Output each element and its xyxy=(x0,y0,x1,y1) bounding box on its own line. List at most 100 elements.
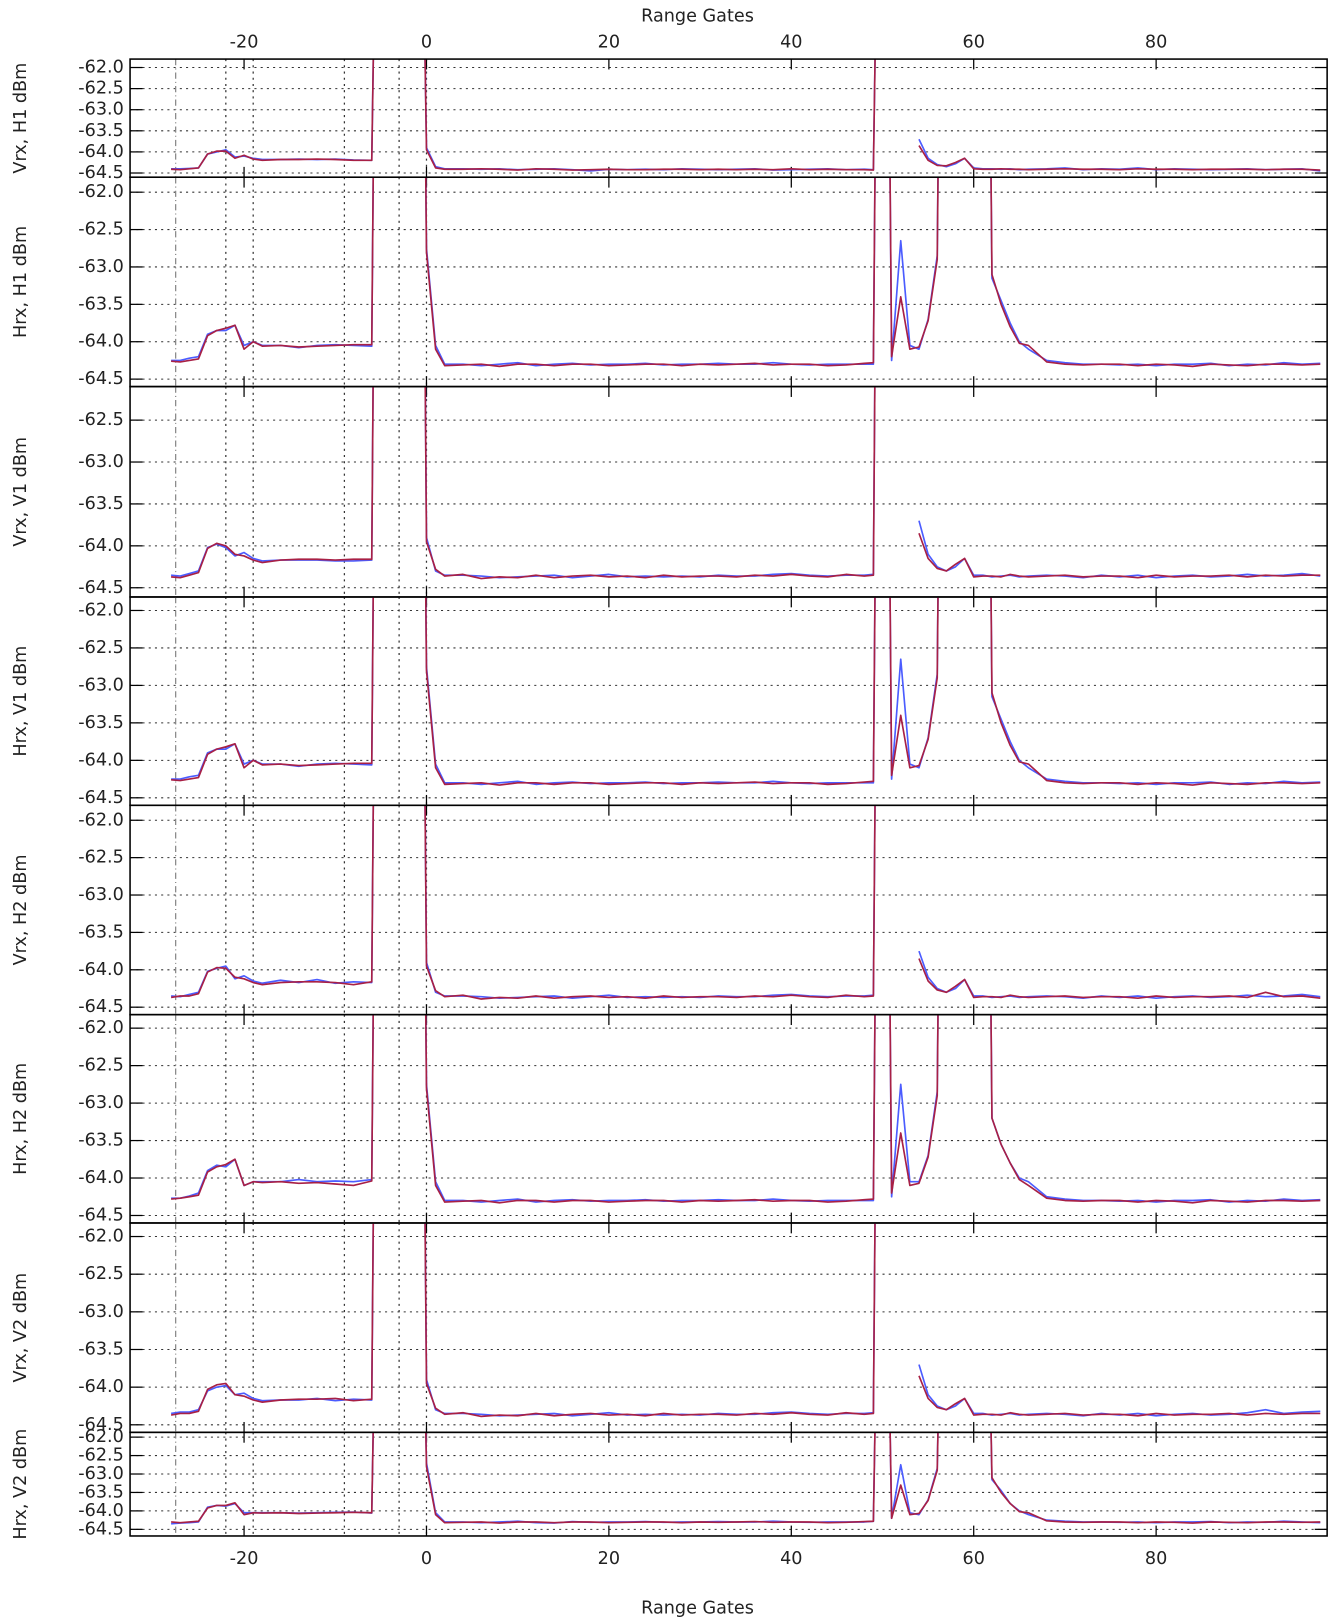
panel-frame xyxy=(129,1431,1328,1537)
plot-area xyxy=(171,386,1321,580)
plot-area xyxy=(170,1222,1321,1418)
series-line xyxy=(171,1014,1321,1204)
series-line xyxy=(171,1432,1321,1524)
y-tick-label: -62.5 xyxy=(78,848,124,868)
y-tick-label: -63.0 xyxy=(78,452,124,472)
y-tick-label: -62.5 xyxy=(78,410,124,430)
y-tick-label: -62.0 xyxy=(78,1427,124,1447)
series-line xyxy=(171,805,1321,1000)
y-tick-label: -62.5 xyxy=(78,1446,124,1466)
x-tick-label: 60 xyxy=(962,1549,984,1569)
panel-frame xyxy=(129,1222,1328,1434)
y-tick-label: -62.5 xyxy=(78,1264,124,1284)
x-tick-label: 20 xyxy=(598,1549,620,1569)
y-tick-label: -64.5 xyxy=(78,163,124,183)
y-axis-label: Vrx, V1 dBm xyxy=(11,437,31,547)
y-tick-label: -64.5 xyxy=(78,578,124,598)
y-tick-label: -64.0 xyxy=(78,750,124,770)
x-tick-label: 80 xyxy=(1145,1549,1167,1569)
y-tick-label: -63.5 xyxy=(78,121,124,141)
y-tick-label: -62.0 xyxy=(78,58,124,78)
y-tick-label: -62.0 xyxy=(78,600,124,620)
y-axis-label: Hrx, V2 dBm xyxy=(11,1429,31,1540)
plot-area xyxy=(171,596,1321,786)
x-tick-label: -20 xyxy=(230,1549,259,1569)
y-tick-label: -63.5 xyxy=(78,1482,124,1502)
y-tick-label: -62.0 xyxy=(78,810,124,830)
y-axis-label: Hrx, H1 dBm xyxy=(11,226,31,338)
y-tick-label: -63.0 xyxy=(78,1302,124,1322)
plot-area xyxy=(171,1432,1321,1525)
x-axis-label: Range Gates xyxy=(641,7,754,27)
y-tick-label: -63.0 xyxy=(78,100,124,120)
y-tick-label: -64.5 xyxy=(78,369,124,389)
y-axis-label: Hrx, H2 dBm xyxy=(11,1063,31,1175)
plot-area xyxy=(171,177,1321,368)
y-tick-label: -62.0 xyxy=(78,1227,124,1247)
y-tick-label: -62.5 xyxy=(78,79,124,99)
series-line xyxy=(171,1432,1321,1525)
series-line xyxy=(171,386,1321,580)
panel-frame xyxy=(129,1013,1328,1224)
series-line xyxy=(170,805,1321,1000)
x-tick-label: 20 xyxy=(598,32,620,52)
y-axis-label: Vrx, H1 dBm xyxy=(11,63,31,174)
y-axis-label: Vrx, V2 dBm xyxy=(11,1273,31,1383)
y-tick-label: -63.5 xyxy=(78,1339,124,1359)
y-tick-label: -62.5 xyxy=(78,1056,124,1076)
series-line xyxy=(171,596,1321,786)
y-tick-label: -64.0 xyxy=(78,1501,124,1521)
y-tick-label: -64.5 xyxy=(78,1519,124,1539)
y-tick-label: -63.5 xyxy=(78,713,124,733)
y-tick-label: -63.0 xyxy=(78,675,124,695)
panel-frame xyxy=(129,596,1328,807)
series-line xyxy=(171,59,1321,171)
y-tick-label: -63.5 xyxy=(78,494,124,514)
x-tick-label: -20 xyxy=(230,32,259,52)
y-tick-label: -63.5 xyxy=(78,294,124,314)
y-tick-label: -63.0 xyxy=(78,885,124,905)
y-tick-label: -62.5 xyxy=(78,220,124,240)
y-tick-label: -64.5 xyxy=(78,1415,124,1435)
y-axis-label: Hrx, V1 dBm xyxy=(11,646,31,757)
series-line xyxy=(171,177,1321,368)
series-line xyxy=(170,1222,1321,1417)
y-tick-label: -64.0 xyxy=(78,1168,124,1188)
series-line xyxy=(171,596,1321,786)
y-tick-label: -64.0 xyxy=(78,536,124,556)
y-tick-label: -63.0 xyxy=(78,257,124,277)
y-tick-label: -64.5 xyxy=(78,1205,124,1225)
y-tick-label: -62.0 xyxy=(78,1018,124,1038)
panel-frame xyxy=(129,385,1328,598)
panel-frame xyxy=(129,804,1328,1016)
y-tick-label: -64.5 xyxy=(78,788,124,808)
plot-area xyxy=(170,805,1321,1000)
y-tick-label: -64.0 xyxy=(78,960,124,980)
y-axis-label: Vrx, H2 dBm xyxy=(11,855,31,966)
y-tick-label: -62.0 xyxy=(78,182,124,202)
series-line xyxy=(170,1222,1321,1418)
y-tick-label: -64.0 xyxy=(78,332,124,352)
x-tick-label: 80 xyxy=(1145,32,1167,52)
plot-area xyxy=(171,59,1321,172)
y-tick-label: -63.5 xyxy=(78,922,124,942)
y-tick-label: -64.5 xyxy=(78,997,124,1017)
panel-frame xyxy=(129,176,1328,388)
y-tick-label: -63.0 xyxy=(78,1093,124,1113)
series-line xyxy=(171,386,1321,579)
y-tick-label: -64.0 xyxy=(78,1377,124,1397)
y-tick-label: -64.0 xyxy=(78,142,124,162)
x-axis-label: Range Gates xyxy=(641,1599,754,1619)
y-tick-label: -62.5 xyxy=(78,638,124,658)
y-tick-label: -63.0 xyxy=(78,1464,124,1484)
x-tick-label: 60 xyxy=(962,32,984,52)
series-line xyxy=(171,1014,1321,1203)
y-tick-label: -63.5 xyxy=(78,1131,124,1151)
series-line xyxy=(171,177,1321,367)
x-tick-label: 40 xyxy=(780,32,802,52)
plot-area xyxy=(171,1014,1321,1204)
x-tick-label: 0 xyxy=(421,1549,432,1569)
x-tick-label: 0 xyxy=(421,32,432,52)
